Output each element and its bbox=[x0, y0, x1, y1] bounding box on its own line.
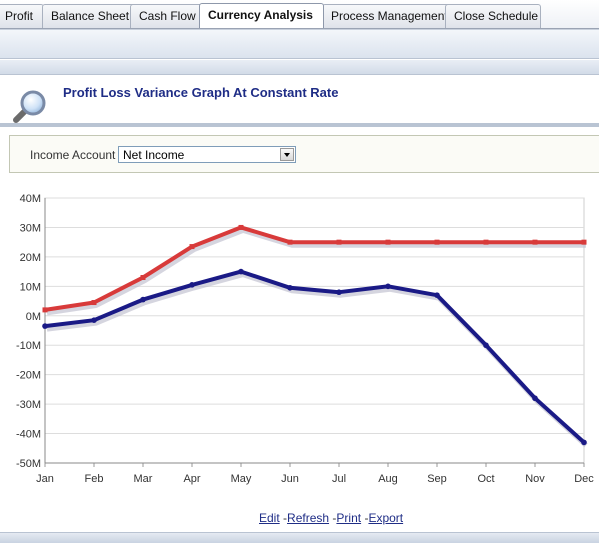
link-separator: - bbox=[283, 511, 288, 525]
link-separator: - bbox=[332, 511, 337, 525]
data-point bbox=[434, 239, 440, 245]
y-tick-label: 10M bbox=[20, 281, 41, 293]
data-point bbox=[238, 224, 244, 230]
edit-link[interactable]: Edit bbox=[259, 511, 280, 525]
data-point bbox=[434, 292, 440, 298]
plot-area bbox=[44, 197, 585, 464]
refresh-link[interactable]: Refresh bbox=[287, 511, 330, 525]
tab-label: Close Schedule bbox=[454, 9, 539, 23]
subtoolbar-band bbox=[0, 60, 599, 75]
tab-close-schedule[interactable]: Close Schedule bbox=[445, 4, 541, 28]
footer-links: Edit -Refresh -Print -Export bbox=[259, 511, 403, 525]
tab-profit[interactable]: Profit bbox=[0, 4, 45, 28]
x-tick-label: Nov bbox=[525, 473, 545, 485]
series-line-shadow bbox=[46, 227, 586, 316]
tab-cash-flow[interactable]: Cash Flow bbox=[130, 4, 207, 28]
x-tick-label: Jun bbox=[281, 473, 299, 485]
tab-label: Cash Flow bbox=[139, 9, 196, 23]
y-tick-label: -20M bbox=[16, 370, 41, 382]
data-point bbox=[91, 317, 97, 323]
y-tick-label: -30M bbox=[16, 399, 41, 411]
page-header: Profit Loss Variance Graph At Constant R… bbox=[0, 75, 599, 125]
tab-label: Profit bbox=[5, 9, 34, 23]
tab-label: Currency Analysis bbox=[208, 8, 313, 22]
data-point bbox=[483, 342, 489, 349]
data-point bbox=[287, 239, 293, 245]
data-point bbox=[581, 239, 587, 245]
data-point bbox=[385, 239, 391, 245]
bottom-bar bbox=[0, 532, 599, 543]
data-point bbox=[91, 300, 97, 306]
y-tick-label: 0M bbox=[26, 311, 41, 323]
data-point bbox=[336, 239, 342, 245]
x-tick-label: May bbox=[231, 473, 252, 485]
filter-panel: Income Account Net Income bbox=[9, 135, 599, 173]
variance-line-chart: 40M 30M 20M 10M 0M -10M -20M -30M -40M -50M Jan Feb… bbox=[16, 193, 594, 485]
x-tick-label: Jan bbox=[36, 473, 54, 485]
data-point bbox=[581, 439, 587, 446]
chevron-down-icon[interactable] bbox=[280, 148, 294, 161]
data-point bbox=[532, 239, 538, 245]
tab-balance-sheet[interactable]: Balance Sheet bbox=[42, 4, 141, 28]
income-account-select[interactable]: Net Income bbox=[118, 146, 296, 163]
x-tick-label: Oct bbox=[477, 473, 494, 485]
x-tick-label: Aug bbox=[378, 473, 398, 485]
print-link[interactable]: Print bbox=[336, 511, 362, 525]
data-point bbox=[238, 268, 244, 275]
link-separator: - bbox=[364, 511, 369, 525]
series-line bbox=[44, 225, 584, 312]
y-tick-label: 40M bbox=[20, 193, 41, 205]
data-point bbox=[385, 283, 391, 290]
income-account-label: Income Account bbox=[30, 148, 116, 162]
header-divider bbox=[0, 123, 599, 127]
y-tick-label: 20M bbox=[20, 252, 41, 264]
tab-currency-analysis[interactable]: Currency Analysis bbox=[199, 3, 324, 28]
page-title: Profit Loss Variance Graph At Constant R… bbox=[63, 85, 339, 100]
tab-label: Process Management bbox=[331, 9, 448, 23]
x-tick-label: Mar bbox=[134, 473, 153, 485]
x-tick-label: Feb bbox=[85, 473, 104, 485]
data-point bbox=[42, 307, 48, 313]
series-line bbox=[44, 269, 586, 444]
data-point bbox=[140, 275, 146, 280]
y-tick-label: 30M bbox=[20, 222, 41, 234]
data-point bbox=[189, 282, 195, 288]
data-point bbox=[42, 323, 48, 329]
x-tick-label: Sep bbox=[427, 473, 447, 485]
tab-strip: Profit Balance Sheet Cash Flow Currency … bbox=[0, 0, 599, 29]
y-tick-label: -50M bbox=[16, 458, 41, 470]
x-tick-label: Apr bbox=[183, 473, 200, 485]
data-point bbox=[532, 395, 538, 402]
x-tick-label: Dec bbox=[574, 473, 594, 485]
data-point bbox=[140, 296, 146, 303]
export-link[interactable]: Export bbox=[368, 511, 404, 525]
data-point bbox=[483, 239, 489, 245]
data-point bbox=[189, 244, 195, 250]
x-tick-label: Jul bbox=[332, 473, 346, 485]
data-point bbox=[287, 285, 293, 291]
income-account-value: Net Income bbox=[123, 148, 185, 162]
tab-label: Balance Sheet bbox=[51, 9, 130, 23]
toolbar-band bbox=[0, 29, 599, 59]
y-tick-label: -40M bbox=[16, 429, 41, 441]
data-point bbox=[336, 289, 342, 296]
magnifier-icon bbox=[13, 90, 46, 123]
y-tick-label: -10M bbox=[16, 340, 41, 352]
tab-process-management[interactable]: Process Management bbox=[322, 4, 459, 28]
